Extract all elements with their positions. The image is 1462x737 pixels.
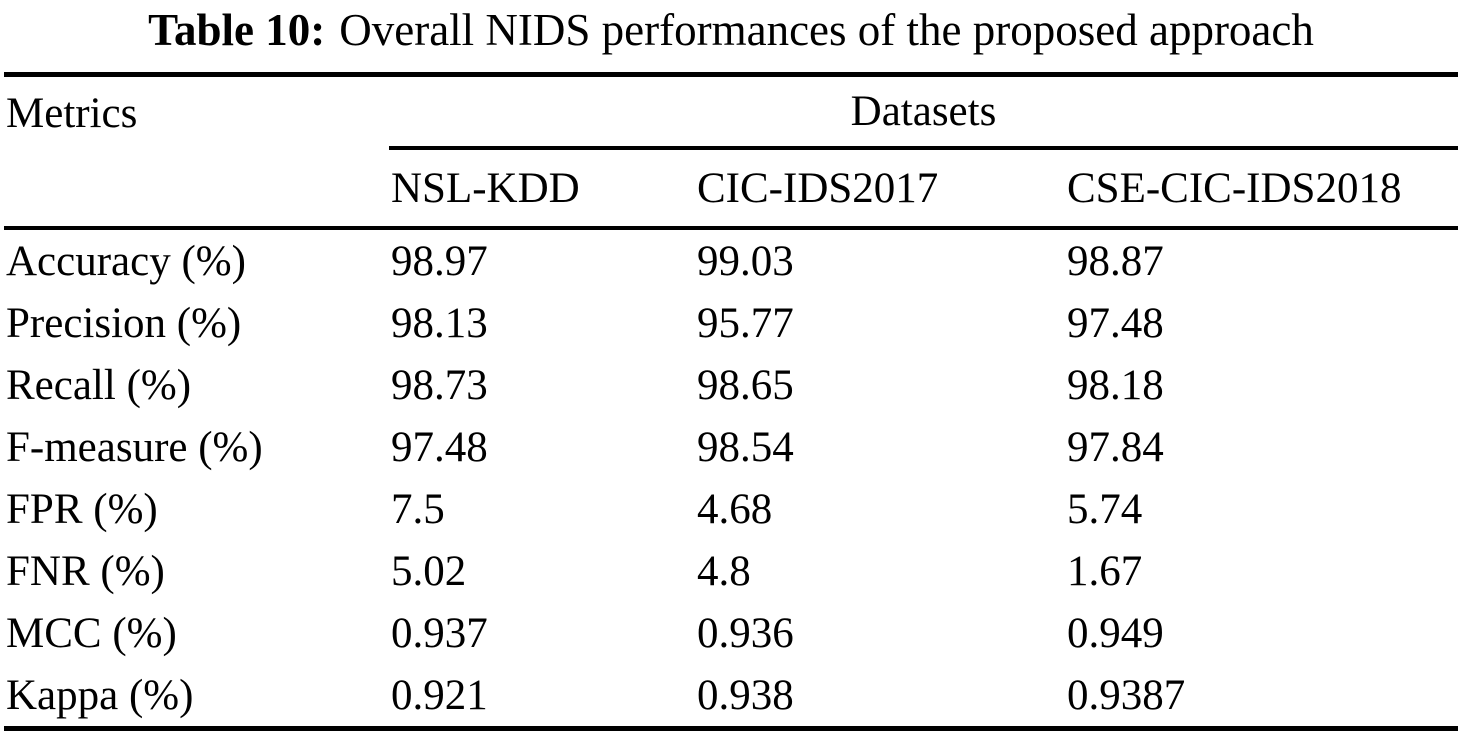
table-caption-text: Overall NIDS performances of the propose… (339, 5, 1314, 55)
metric-value: 5.02 (391, 547, 467, 595)
metric-label: Kappa (%) (6, 671, 194, 719)
metric-label: Precision (%) (6, 299, 242, 347)
metric-value: 0.921 (391, 671, 488, 719)
metric-label: FNR (%) (6, 547, 165, 595)
table-row-fpr: FPR (%) 7.5 4.68 5.74 (4, 478, 1458, 540)
metric-value: 4.68 (697, 485, 773, 533)
metric-value: 0.949 (1067, 609, 1164, 657)
table-caption: Table 10: Overall NIDS performances of th… (4, 0, 1458, 72)
metric-value: 98.18 (1067, 361, 1164, 409)
table-caption-label: Table 10: (148, 5, 326, 55)
metric-value: 1.67 (1067, 547, 1143, 595)
metric-value: 97.48 (391, 423, 488, 471)
table-row-kappa: Kappa (%) 0.921 0.938 0.9387 (4, 664, 1458, 726)
metric-value: 95.77 (697, 299, 794, 347)
table-top-rule (4, 72, 1458, 77)
metric-label: FPR (%) (6, 485, 158, 533)
metric-value: 0.936 (697, 609, 794, 657)
metric-value: 98.73 (391, 361, 488, 409)
metric-value: 99.03 (697, 237, 794, 285)
metric-value: 98.65 (697, 361, 794, 409)
table-row-recall: Recall (%) 98.73 98.65 98.18 (4, 354, 1458, 416)
metric-label: Recall (%) (6, 361, 192, 409)
table-row-accuracy: Accuracy (%) 98.97 99.03 98.87 (4, 230, 1458, 292)
table-bottom-rule (4, 726, 1458, 731)
metric-value: 5.74 (1067, 485, 1143, 533)
metric-value: 97.84 (1067, 423, 1164, 471)
metric-value: 4.8 (697, 547, 751, 595)
table-row-fnr: FNR (%) 5.02 4.8 1.67 (4, 540, 1458, 602)
metric-value: 97.48 (1067, 299, 1164, 347)
metric-value: 0.938 (697, 671, 794, 719)
metric-value: 98.97 (391, 237, 488, 285)
column-header-cse-cic-ids2018: CSE-CIC-IDS2018 (1067, 164, 1402, 212)
table-header-row-spanner: Metrics Datasets (4, 77, 1458, 150)
table-header-row-datasets: NSL-KDD CIC-IDS2017 CSE-CIC-IDS2018 (4, 150, 1458, 230)
metric-value: 0.9387 (1067, 671, 1186, 719)
table-row-precision: Precision (%) 98.13 95.77 97.48 (4, 292, 1458, 354)
table-row-f-measure: F-measure (%) 97.48 98.54 97.84 (4, 416, 1458, 478)
metric-value: 98.54 (697, 423, 794, 471)
metric-value: 0.937 (391, 609, 488, 657)
column-header-datasets-spanner: Datasets (389, 77, 1458, 150)
metric-value: 7.5 (391, 485, 445, 533)
column-header-metrics: Metrics (6, 90, 138, 137)
metric-label: MCC (%) (6, 609, 177, 657)
column-header-nsl-kdd: NSL-KDD (391, 164, 580, 212)
column-header-cic-ids2017: CIC-IDS2017 (697, 164, 939, 212)
metric-value: 98.13 (391, 299, 488, 347)
metric-value: 98.87 (1067, 237, 1164, 285)
metric-label: F-measure (%) (6, 423, 263, 471)
table-row-mcc: MCC (%) 0.937 0.936 0.949 (4, 602, 1458, 664)
metric-label: Accuracy (%) (6, 237, 246, 285)
